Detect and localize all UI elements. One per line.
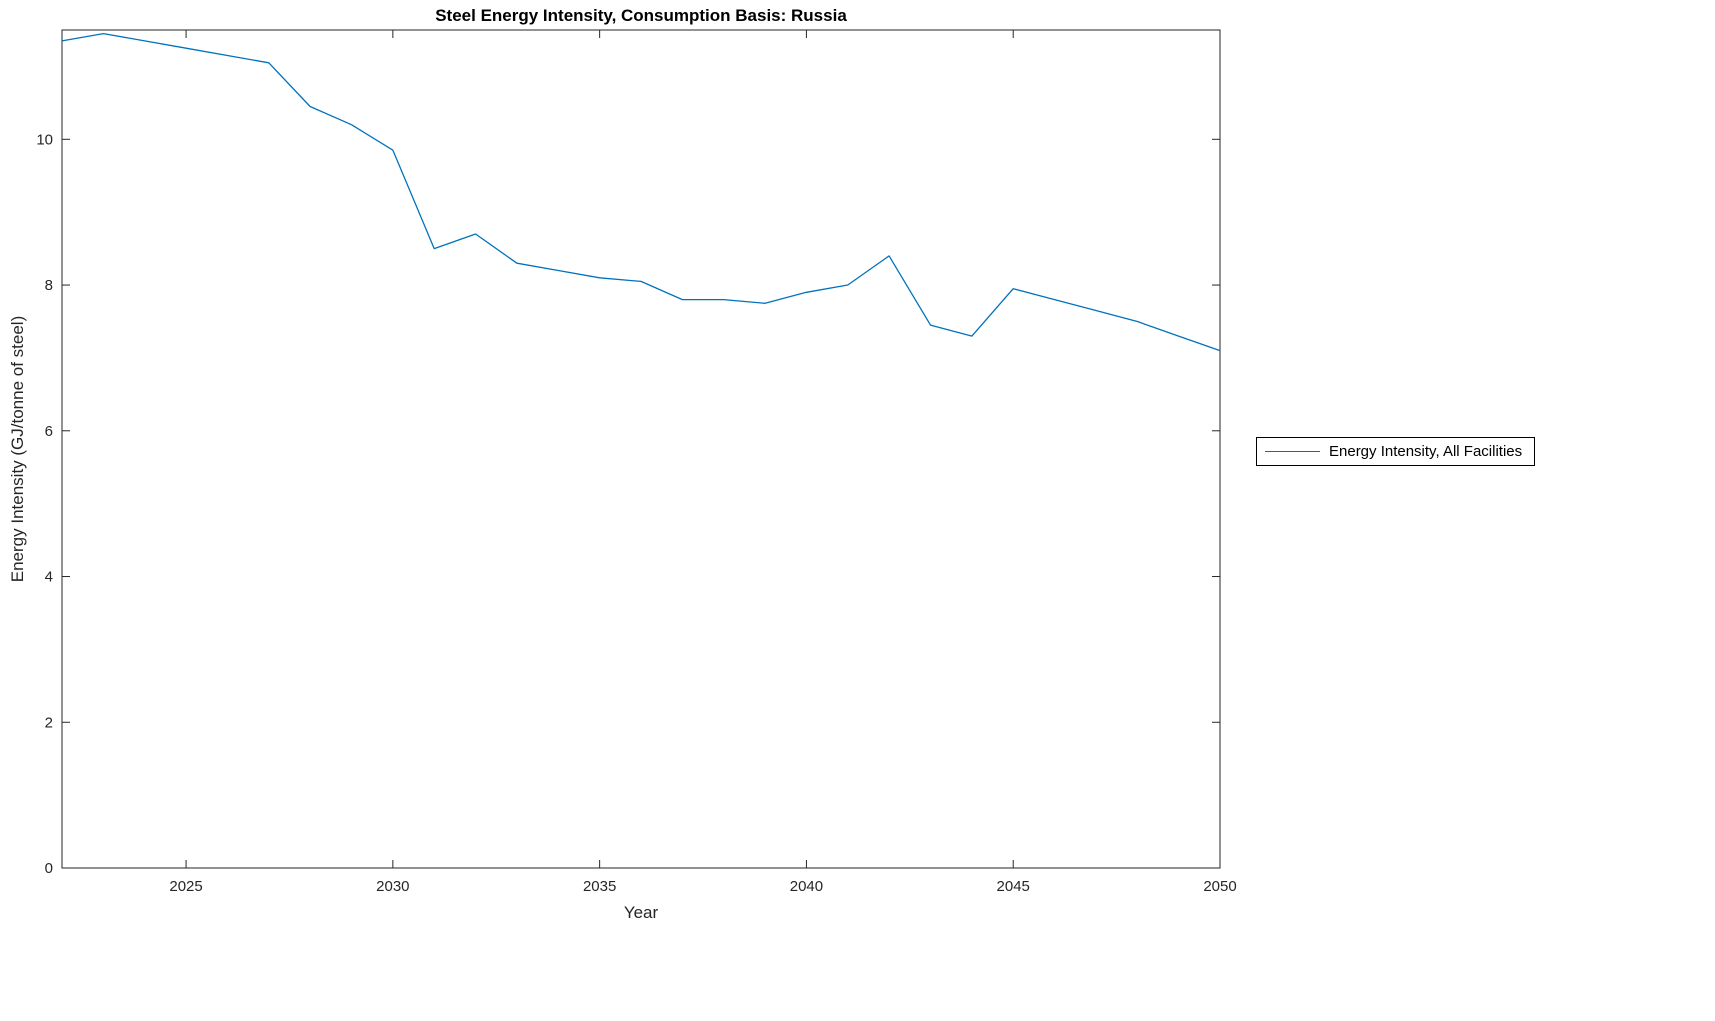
y-tick-label: 6 <box>45 423 53 440</box>
x-tick-label: 2045 <box>997 878 1030 895</box>
x-tick-label: 2035 <box>583 878 616 895</box>
data-line <box>61 32 1221 352</box>
axes-box <box>61 29 1221 869</box>
y-tick-label: 10 <box>36 131 53 148</box>
y-tick-label: 2 <box>45 714 53 731</box>
x-tick-label: 2025 <box>169 878 202 895</box>
x-tick-label: 2050 <box>1203 878 1236 895</box>
legend-entry-label: Energy Intensity, All Facilities <box>1329 443 1523 460</box>
y-tick-label: 0 <box>45 860 53 877</box>
y-tick-label: 4 <box>45 569 53 586</box>
x-tick-label: 2040 <box>790 878 823 895</box>
y-tick-label: 8 <box>45 277 53 294</box>
y-axis-label: Energy Intensity (GJ/tonne of steel) <box>8 315 27 583</box>
x-axis-label: Year <box>623 903 659 922</box>
x-tick-label: 2030 <box>376 878 409 895</box>
legend: Energy Intensity, All Facilities <box>1256 437 1536 466</box>
chart-title: Steel Energy Intensity, Consumption Basi… <box>435 6 847 25</box>
legend-line-sample-icon <box>1265 450 1320 453</box>
